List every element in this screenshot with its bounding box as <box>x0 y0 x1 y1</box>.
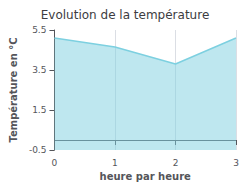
svg-text:2: 2 <box>173 158 179 168</box>
svg-text:Température en °C: Température en °C <box>8 37 19 142</box>
svg-text:-0.5: -0.5 <box>29 145 47 155</box>
svg-text:1: 1 <box>112 158 118 168</box>
svg-text:heure par heure: heure par heure <box>100 171 191 182</box>
svg-text:1.5: 1.5 <box>32 105 46 115</box>
svg-text:3: 3 <box>233 158 239 168</box>
svg-text:0: 0 <box>52 158 58 168</box>
svg-text:3.5: 3.5 <box>32 65 46 75</box>
svg-text:5.5: 5.5 <box>32 25 46 35</box>
svg-text:Evolution de la température: Evolution de la température <box>41 8 210 22</box>
